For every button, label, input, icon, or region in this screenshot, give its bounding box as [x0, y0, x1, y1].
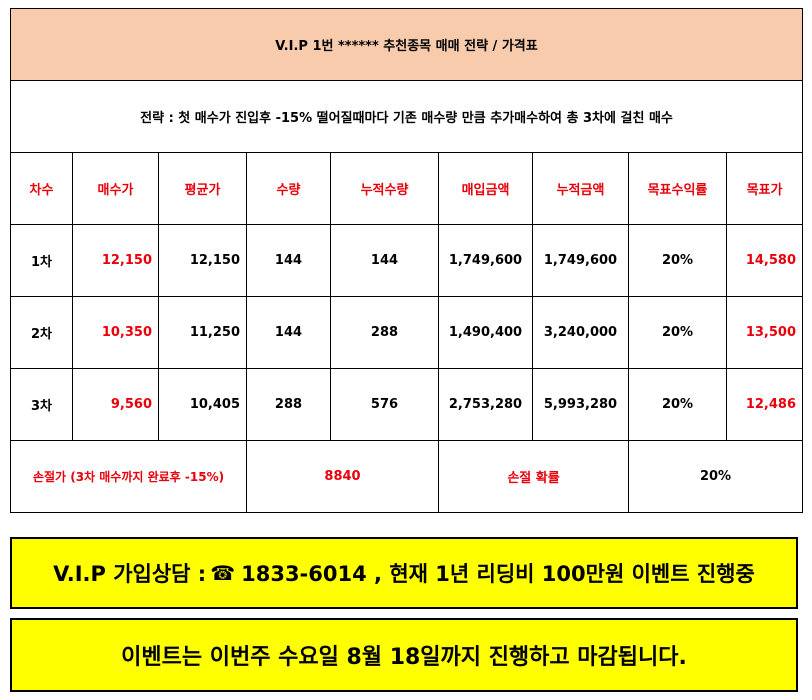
column-header: 차수: [10, 152, 73, 225]
qty-cell: 144: [246, 224, 331, 297]
stop-prob-value: 20%: [627, 440, 804, 513]
vip-contact-banner: V.I.P 가입상담 : ☎ 1833-6014 , 현재 1년 리딩비 100…: [10, 537, 798, 609]
column-header: 목표가: [725, 152, 804, 225]
round-cell: 1차: [10, 224, 73, 297]
column-header: 매입금액: [438, 152, 533, 225]
avg-price-cell: 10,405: [158, 368, 247, 441]
stop-loss-row: 손절가 (3차 매수까지 완료후 -15%) 8840 손절 확률 20%: [10, 440, 804, 513]
price-table: V.I.P 1번 ****** 추천종목 매매 전략 / 가격표 전략 : 첫 …: [9, 8, 804, 513]
column-header: 수량: [246, 152, 331, 225]
buy-price-cell: 10,350: [72, 296, 159, 369]
round-cell: 2차: [10, 296, 73, 369]
target-price-cell: 13,500: [725, 296, 804, 369]
cum-amount-cell: 5,993,280: [532, 368, 629, 441]
cum-amount-cell: 3,240,000: [532, 296, 629, 369]
banner-suffix: 1833-6014 , 현재 1년 리딩비 100만원 이벤트 진행중: [241, 562, 755, 586]
table-row: 2차 10,350 11,250 144 288 1,490,400 3,240…: [10, 296, 804, 369]
round-cell: 3차: [10, 368, 73, 441]
cum-qty-cell: 288: [330, 296, 439, 369]
column-header: 평균가: [158, 152, 247, 225]
column-header: 목표수익률: [628, 152, 727, 225]
cum-qty-cell: 144: [330, 224, 439, 297]
stop-loss-label: 손절가 (3차 매수까지 완료후 -15%): [10, 440, 247, 513]
qty-cell: 288: [246, 368, 331, 441]
target-rate-cell: 20%: [628, 224, 727, 297]
table-header: 차수 매수가 평균가 수량 누적수량 매입금액 누적금액 목표수익률 목표가: [10, 152, 804, 225]
column-header: 누적금액: [532, 152, 629, 225]
table-row: 1차 12,150 12,150 144 144 1,749,600 1,749…: [10, 224, 804, 297]
banner-prefix: V.I.P 가입상담 :: [53, 562, 207, 586]
avg-price-cell: 11,250: [158, 296, 247, 369]
page-title: V.I.P 1번 ****** 추천종목 매매 전략 / 가격표: [9, 8, 804, 81]
stop-loss-value: 8840: [246, 440, 439, 513]
avg-price-cell: 12,150: [158, 224, 247, 297]
target-rate-cell: 20%: [628, 368, 727, 441]
qty-cell: 144: [246, 296, 331, 369]
target-rate-cell: 20%: [628, 296, 727, 369]
phone-icon: ☎: [210, 561, 236, 585]
column-header: 매수가: [72, 152, 159, 225]
strategy-text: 전략 : 첫 매수가 진입후 -15% 떨어질때마다 기존 매수량 만큼 추가매…: [9, 80, 804, 153]
target-price-cell: 14,580: [725, 224, 804, 297]
amount-cell: 2,753,280: [438, 368, 533, 441]
stop-prob-label: 손절 확률: [438, 440, 629, 513]
cum-amount-cell: 1,749,600: [532, 224, 629, 297]
event-deadline-banner: 이벤트는 이번주 수요일 8월 18일까지 진행하고 마감됩니다.: [10, 618, 798, 692]
amount-cell: 1,490,400: [438, 296, 533, 369]
cum-qty-cell: 576: [330, 368, 439, 441]
table-row: 3차 9,560 10,405 288 576 2,753,280 5,993,…: [10, 368, 804, 441]
buy-price-cell: 9,560: [72, 368, 159, 441]
amount-cell: 1,749,600: [438, 224, 533, 297]
buy-price-cell: 12,150: [72, 224, 159, 297]
target-price-cell: 12,486: [725, 368, 804, 441]
column-header: 누적수량: [330, 152, 439, 225]
